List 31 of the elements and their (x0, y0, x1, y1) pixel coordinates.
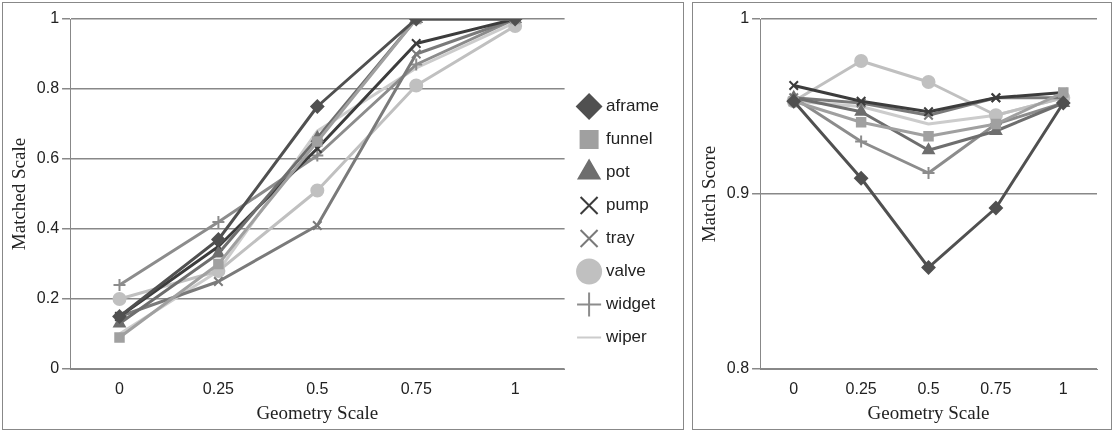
x-tick-label: 0 (789, 380, 799, 398)
y-tick-label: 0.9 (726, 184, 750, 202)
legend-label: pump (606, 195, 649, 215)
y-axis-title: Match Score (698, 145, 720, 243)
x-tick-label: 0.75 (400, 380, 432, 398)
y-tick-label: 0.2 (36, 289, 60, 307)
y-tick-label: 0.4 (36, 219, 60, 237)
x-axis-title: Geometry Scale (256, 401, 379, 423)
y-tick-label: 0 (50, 359, 60, 377)
x-tick-label: 1 (510, 380, 520, 398)
x-tick-label: 0.75 (980, 380, 1012, 398)
y-axis-title: Matched Scale (8, 137, 30, 251)
x-tick-label: 1 (1058, 380, 1068, 398)
y-tick-label: 0.8 (36, 79, 60, 97)
legend-label: funnel (606, 129, 653, 149)
x-tick-label: 0.25 (845, 380, 877, 398)
x-tick-label: 0 (115, 380, 125, 398)
x-axis-title: Geometry Scale (867, 401, 990, 423)
y-tick-label: 0.8 (726, 359, 750, 377)
y-tick-label: 0.6 (36, 149, 60, 167)
x-tick-label: 0.5 (306, 380, 329, 398)
y-tick-label: 1 (50, 9, 60, 27)
legend-label: pot (606, 162, 630, 182)
legend-label: aframe (606, 96, 660, 116)
legend-label: valve (606, 261, 646, 281)
legend-label: wiper (605, 327, 648, 347)
x-tick-label: 0.25 (202, 380, 235, 398)
legend-label: widget (605, 294, 656, 314)
x-tick-label: 0.5 (917, 380, 940, 398)
legend-label: tray (606, 228, 635, 248)
y-tick-label: 1 (740, 9, 750, 27)
